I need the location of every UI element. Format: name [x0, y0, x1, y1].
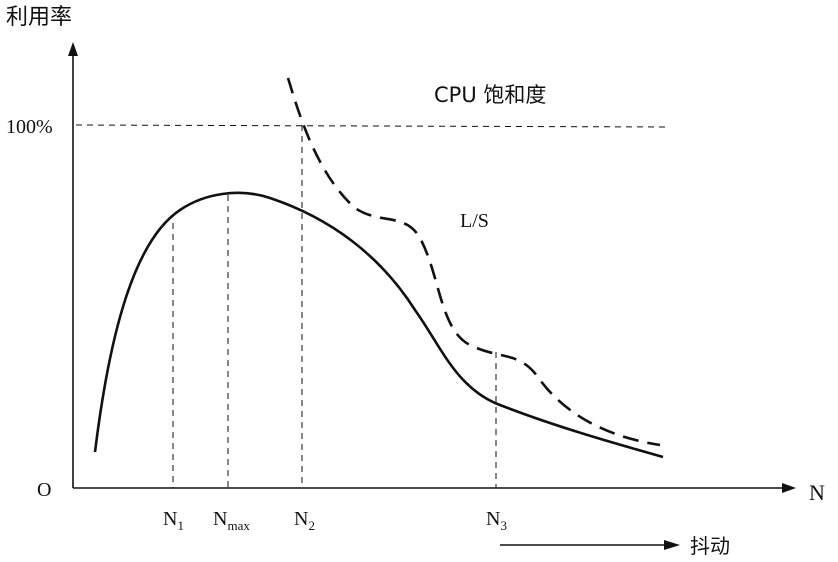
cpu-saturation-label: CPU 饱和度 — [434, 83, 546, 107]
n1-tick-label: N1 — [163, 508, 184, 533]
x-axis-arrowhead — [782, 483, 796, 493]
n1-main: N — [163, 508, 177, 530]
ls-label: L/S — [460, 210, 489, 232]
thrash-label: 抖动 — [690, 534, 730, 558]
y-axis-label: 利用率 — [6, 5, 72, 30]
thrash-arrowhead — [664, 540, 680, 550]
ls-curve — [286, 77, 661, 447]
nmax-tick-label: Nmax — [213, 508, 250, 533]
origin-label: O — [37, 479, 51, 501]
n2-tick-label: N2 — [294, 508, 315, 533]
utilization-curve — [93, 191, 664, 459]
n3-sub: 3 — [500, 518, 507, 533]
x-axis-label: N — [809, 480, 825, 505]
n3-main: N — [486, 508, 500, 530]
n2-sub: 2 — [308, 518, 315, 533]
n1-sub: 1 — [177, 518, 184, 533]
y-100-percent-label: 100% — [6, 116, 53, 138]
nmax-main: N — [213, 508, 227, 530]
n2-main: N — [294, 508, 308, 530]
n3-tick-label: N3 — [486, 508, 507, 533]
saturation-100-line — [75, 124, 669, 128]
nmax-sub: max — [227, 518, 250, 533]
y-axis-arrowhead — [68, 42, 78, 56]
